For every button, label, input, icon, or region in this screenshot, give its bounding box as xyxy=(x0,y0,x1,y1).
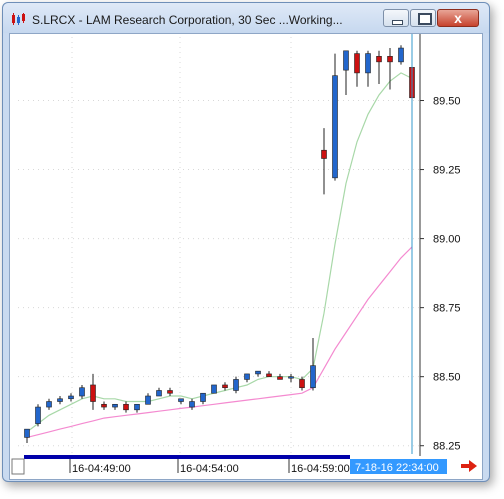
y-tick-label: 88.25 xyxy=(433,441,461,453)
close-button[interactable]: x xyxy=(437,9,479,27)
candle xyxy=(222,382,228,391)
candle xyxy=(343,50,349,95)
chart-window: S.LRCX - LAM Research Corporation, 30 Se… xyxy=(2,2,490,482)
candle-body-down xyxy=(101,403,107,408)
candle xyxy=(255,370,261,377)
candle-body-down xyxy=(277,376,283,380)
x-tick-label: 16-04:54:00 xyxy=(180,463,239,475)
candle xyxy=(266,371,272,377)
candle-body-down xyxy=(123,403,129,411)
candle-body-down xyxy=(299,379,305,389)
candle xyxy=(365,50,371,87)
candle-body-up xyxy=(145,395,151,405)
candle xyxy=(299,376,305,391)
candle-body-up xyxy=(68,395,74,400)
candle xyxy=(189,398,195,410)
candle xyxy=(310,338,316,391)
candle xyxy=(123,401,129,413)
y-tick-label: 88.75 xyxy=(433,303,461,315)
candle-body-up xyxy=(310,365,316,389)
candle-body-up xyxy=(288,376,294,379)
candle xyxy=(200,392,206,405)
candle-body-up xyxy=(332,75,338,179)
scroll-left-button xyxy=(11,458,25,475)
candle-body-up xyxy=(178,398,184,402)
cursor-time-label: 7-18-16 22:34:00 xyxy=(355,462,439,474)
candle xyxy=(376,50,382,84)
maximize-button[interactable] xyxy=(410,9,436,27)
candle-body-up xyxy=(57,398,63,402)
candle-body-down xyxy=(321,149,327,159)
candle-body-up xyxy=(156,390,162,397)
candle-body-down xyxy=(376,56,382,63)
y-tick-label: 89.00 xyxy=(433,234,461,246)
y-axis: 89.50 89.25 89.00 88.75 88.50 88.25 xyxy=(420,96,461,453)
candle xyxy=(35,404,41,427)
candle-body-up xyxy=(46,401,52,408)
candle xyxy=(79,384,85,399)
candle-body-down xyxy=(354,53,360,74)
candle-body-up xyxy=(189,401,195,408)
x-tick-label: 16-04:49:00 xyxy=(72,463,131,475)
candle xyxy=(354,50,360,87)
candle xyxy=(90,373,96,410)
candle xyxy=(46,398,52,410)
candle xyxy=(178,398,184,405)
candle xyxy=(288,373,294,383)
arrow-head xyxy=(469,460,477,472)
candle-body-down xyxy=(266,373,272,377)
candle xyxy=(101,401,107,410)
scroll-right-arrow-icon[interactable] xyxy=(461,460,477,472)
candle xyxy=(112,403,118,410)
candle-body-up xyxy=(211,384,217,394)
candle-body-up xyxy=(255,370,261,375)
candle xyxy=(145,393,151,405)
candle xyxy=(277,373,283,380)
candle xyxy=(398,45,404,65)
chart-area[interactable]: 89.50 89.25 89.00 88.75 88.50 88.25 16-04:49:… xyxy=(9,33,483,480)
candle xyxy=(387,48,393,90)
candle-body-up xyxy=(398,47,404,63)
candle-body-down xyxy=(387,56,393,63)
candle-body-up xyxy=(24,428,30,438)
candle xyxy=(167,387,173,397)
title-bar[interactable]: S.LRCX - LAM Research Corporation, 30 Se… xyxy=(3,3,489,33)
candle-body-up xyxy=(365,53,371,74)
candle xyxy=(321,128,327,195)
candle xyxy=(233,376,239,394)
candle-body-down xyxy=(222,384,228,389)
arrow-shaft xyxy=(461,464,469,468)
candle xyxy=(332,53,338,181)
x-tick-label: 16-04:59:00 xyxy=(291,463,350,475)
candle xyxy=(68,393,74,402)
y-tick-label: 89.25 xyxy=(433,165,461,177)
candle xyxy=(211,384,217,394)
chart-app-icon xyxy=(12,13,25,25)
candle-body-up xyxy=(35,406,41,424)
candle-body-up xyxy=(244,373,250,380)
candle xyxy=(244,373,250,383)
candle-body-down xyxy=(90,384,96,402)
minimize-button[interactable] xyxy=(383,9,409,27)
candle xyxy=(57,396,63,405)
candle-body-down xyxy=(167,390,173,394)
candle-body-up xyxy=(200,392,206,402)
x-axis: 16-04:49:00 16-04:54:00 16-04:59:00 7-18-16… xyxy=(10,455,482,479)
candle xyxy=(156,387,162,397)
price-chart[interactable]: 89.50 89.25 89.00 88.75 88.50 88.25 16-04:49:… xyxy=(10,34,482,479)
close-icon: x xyxy=(454,10,462,26)
candle xyxy=(24,428,30,443)
slow-ma-line xyxy=(26,246,413,438)
candle-body-up xyxy=(112,403,118,408)
window-title: S.LRCX - LAM Research Corporation, 30 Se… xyxy=(32,13,343,27)
candle-body-up xyxy=(233,379,239,391)
scrollbar-thumb xyxy=(24,455,350,459)
cursor-time-badge xyxy=(350,459,447,474)
y-tick-label: 88.50 xyxy=(433,372,461,384)
candle-body-up xyxy=(343,50,349,71)
candle-body-up xyxy=(79,387,85,397)
y-tick-label: 89.50 xyxy=(433,96,461,108)
candle xyxy=(134,403,140,413)
candle-body-up xyxy=(134,403,140,411)
